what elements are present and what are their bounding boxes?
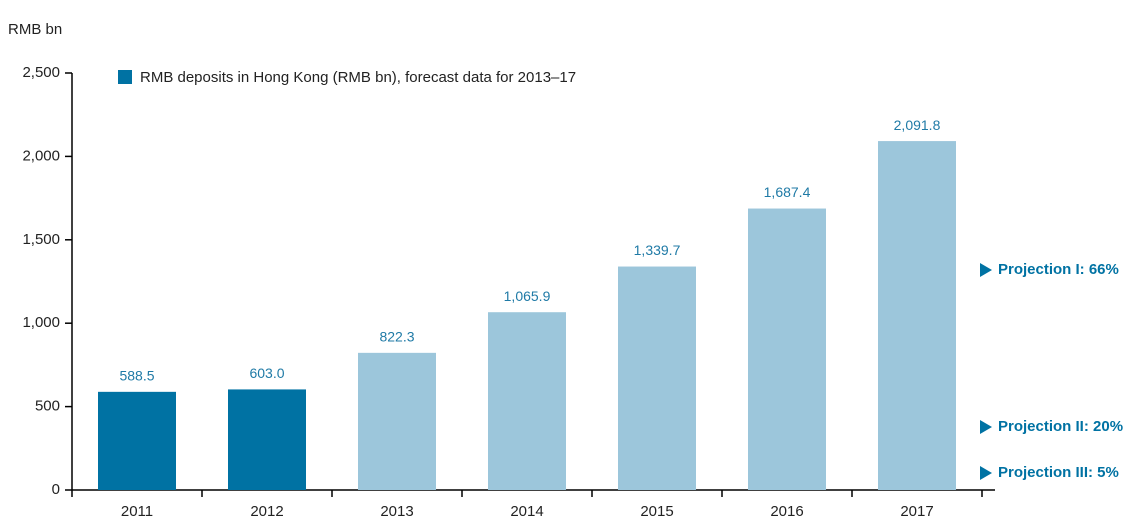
bar bbox=[748, 208, 826, 490]
bar bbox=[228, 389, 306, 490]
bar bbox=[618, 266, 696, 490]
value-label: 822.3 bbox=[379, 329, 414, 345]
x-tick-label: 2015 bbox=[640, 503, 673, 520]
value-label: 588.5 bbox=[119, 368, 154, 384]
value-label: 1,687.4 bbox=[764, 184, 811, 200]
y-tick-label: 1,500 bbox=[22, 231, 60, 248]
value-label: 1,065.9 bbox=[504, 288, 551, 304]
bar bbox=[98, 391, 176, 490]
bar bbox=[878, 141, 956, 490]
x-tick-label: 2017 bbox=[900, 503, 933, 520]
x-tick-label: 2014 bbox=[510, 503, 543, 520]
y-tick-label: 1,000 bbox=[22, 314, 60, 331]
y-tick-label: 0 bbox=[52, 481, 60, 498]
annotation: Projection I: 66% bbox=[998, 261, 1119, 278]
bar bbox=[488, 312, 566, 490]
legend-swatch bbox=[118, 70, 132, 84]
y-tick-label: 500 bbox=[35, 398, 60, 415]
value-label: 603.0 bbox=[249, 365, 284, 381]
bar bbox=[358, 352, 436, 490]
y-tick-label: 2,000 bbox=[22, 147, 60, 164]
y-axis-label: RMB bn bbox=[8, 21, 62, 38]
annotation-marker bbox=[980, 466, 992, 480]
y-tick-label: 2,500 bbox=[22, 64, 60, 81]
x-tick-label: 2013 bbox=[380, 503, 413, 520]
annotation: Projection III: 5% bbox=[998, 464, 1119, 481]
annotation-marker bbox=[980, 263, 992, 277]
value-label: 1,339.7 bbox=[634, 242, 681, 258]
legend-label: RMB deposits in Hong Kong (RMB bn), fore… bbox=[140, 69, 576, 86]
x-tick-label: 2012 bbox=[250, 503, 283, 520]
annotation: Projection II: 20% bbox=[998, 418, 1123, 435]
annotation-marker bbox=[980, 420, 992, 434]
x-tick-label: 2011 bbox=[121, 503, 153, 520]
value-label: 2,091.8 bbox=[894, 117, 941, 133]
x-tick-label: 2016 bbox=[770, 503, 803, 520]
